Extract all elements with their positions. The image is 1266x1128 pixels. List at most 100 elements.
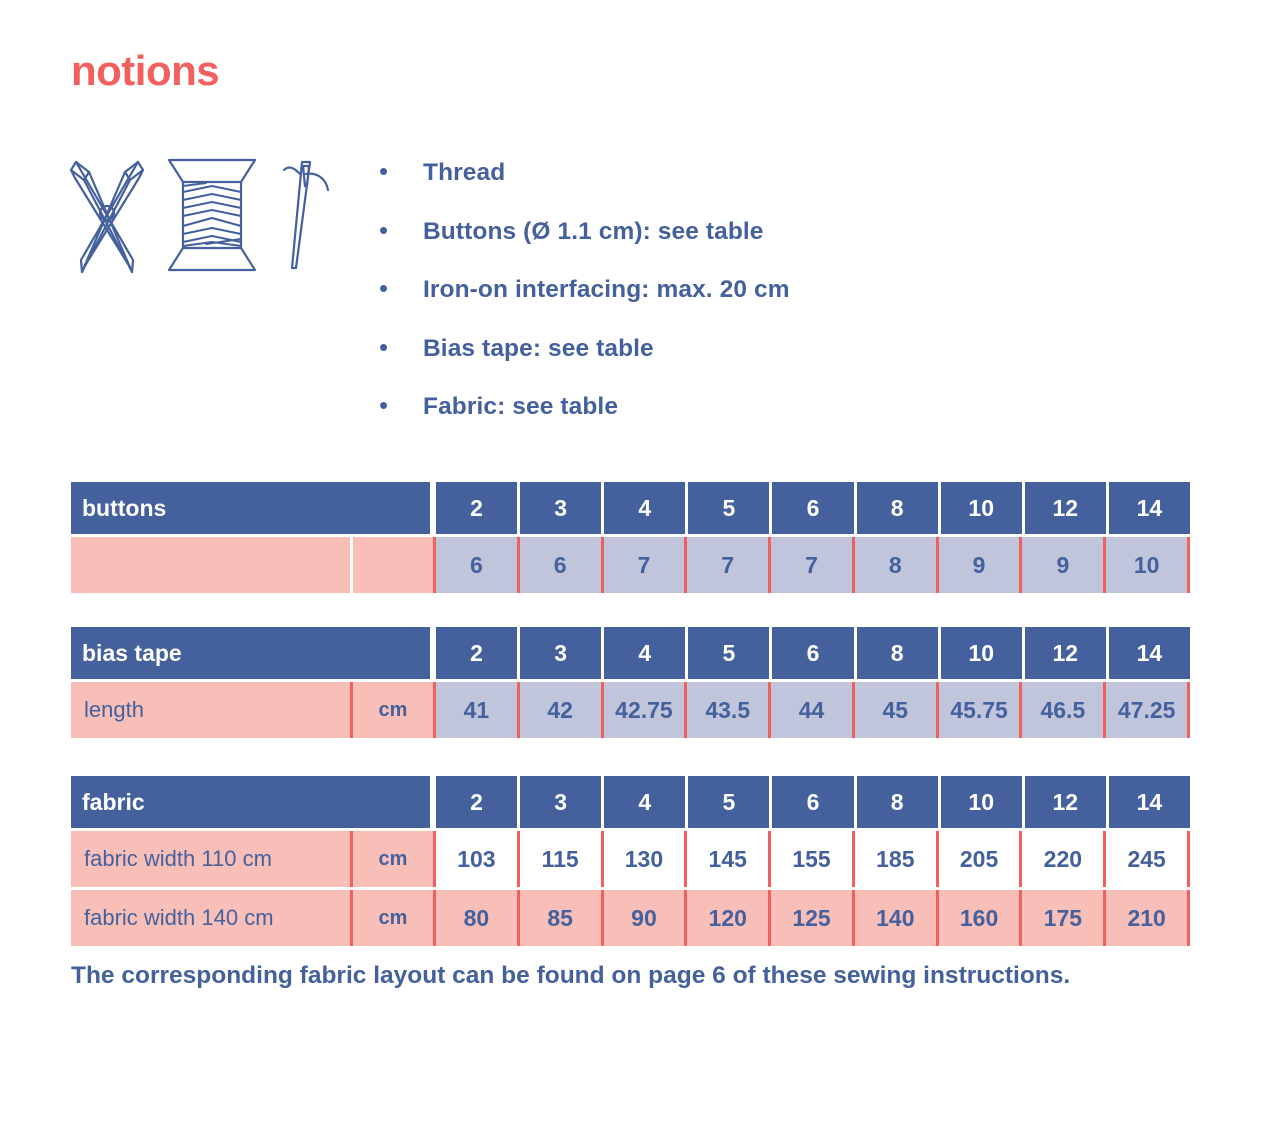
list-item-label: Iron-on interfacing: max. 20 cm: [423, 276, 790, 303]
table-title: bias tape: [71, 627, 433, 679]
row-unit: [350, 537, 433, 593]
size-header: 8: [853, 776, 938, 828]
size-header: 14: [1105, 627, 1190, 679]
list-item-label: Fabric: see table: [423, 393, 619, 420]
fabric-layout-note: The corresponding fabric layout can be f…: [71, 962, 1071, 989]
table-cell: 85: [516, 890, 601, 946]
table-cell: 115: [516, 831, 601, 887]
table-cell: 7: [600, 537, 685, 593]
bullet-icon: •: [379, 156, 389, 186]
size-header: 3: [517, 776, 601, 828]
table-row: 6 6 7 7 7 8 9 9 10: [71, 537, 1191, 593]
size-header: 4: [601, 627, 685, 679]
table-cell: 7: [684, 537, 769, 593]
bullet-icon: •: [379, 214, 389, 245]
size-header: 14: [1105, 482, 1190, 534]
fabric-table: fabric 2 3 4 5 6 8 10 12 14 fabric width…: [71, 776, 1191, 946]
list-item: • Buttons (Ø 1.1 cm): see table: [375, 217, 1195, 276]
table-cell: 175: [1019, 890, 1104, 946]
scissors-icon: [66, 156, 148, 279]
table-cell: 245: [1103, 831, 1191, 887]
table-cell: 80: [433, 890, 517, 946]
list-item: • Thread: [375, 158, 1195, 217]
table-cell: 6: [516, 537, 601, 593]
size-header: 2: [433, 776, 517, 828]
table-cell: 10: [1103, 537, 1191, 593]
table-cell: 6: [433, 537, 517, 593]
size-header: 12: [1021, 627, 1106, 679]
table-cell: 210: [1103, 890, 1191, 946]
table-title: fabric: [71, 776, 433, 828]
size-header: 10: [937, 482, 1022, 534]
size-header: 6: [769, 776, 853, 828]
size-header: 4: [601, 482, 685, 534]
bullet-icon: •: [379, 331, 389, 362]
table-cell: 8: [851, 537, 936, 593]
size-header: 5: [685, 482, 769, 534]
size-header: 8: [853, 482, 938, 534]
table-cell: 185: [851, 831, 936, 887]
size-header: 5: [685, 627, 769, 679]
size-header: 8: [853, 627, 938, 679]
size-header: 2: [433, 482, 517, 534]
table-cell: 90: [600, 890, 685, 946]
table-cell: 42.75: [600, 682, 685, 738]
thread-spool-icon: [166, 156, 258, 279]
list-item-label: Buttons (Ø 1.1 cm): see table: [423, 217, 764, 245]
size-header: 10: [937, 627, 1022, 679]
row-label: length: [71, 682, 350, 738]
size-header: 12: [1021, 776, 1106, 828]
row-unit: cm: [350, 890, 433, 946]
row-divider: [71, 828, 1190, 831]
row-divider: [71, 887, 1190, 890]
list-item: • Iron-on interfacing: max. 20 cm: [375, 275, 1195, 334]
table-cell: 9: [935, 537, 1020, 593]
table-header-row: fabric 2 3 4 5 6 8 10 12 14: [71, 776, 1190, 828]
row-divider: [71, 679, 1190, 682]
list-item: • Fabric: see table: [375, 392, 1195, 451]
needle-and-thread-icon: [276, 156, 332, 279]
table-cell: 125: [768, 890, 852, 946]
table-cell: 43.5: [684, 682, 769, 738]
notions-list: • Thread • Buttons (Ø 1.1 cm): see table…: [375, 158, 1195, 451]
row-label: fabric width 140 cm: [71, 890, 350, 946]
notions-icon-row: [66, 152, 356, 282]
size-header: 3: [517, 482, 601, 534]
table-cell: 160: [935, 890, 1020, 946]
row-unit: cm: [350, 831, 433, 887]
table-cell: 145: [684, 831, 769, 887]
table-cell: 45.75: [935, 682, 1020, 738]
size-header: 10: [937, 776, 1022, 828]
page-title: notions: [71, 47, 220, 94]
row-unit: cm: [350, 682, 433, 738]
table-cell: 220: [1019, 831, 1104, 887]
bullet-icon: •: [379, 273, 389, 303]
table-cell: 47.25: [1103, 682, 1191, 738]
table-header-row: bias tape 2 3 4 5 6 8 10 12 14: [71, 627, 1190, 679]
bias-tape-table: bias tape 2 3 4 5 6 8 10 12 14 length cm…: [71, 627, 1191, 738]
table-header-row: buttons 2 3 4 5 6 8 10 12 14: [71, 482, 1190, 534]
table-cell: 9: [1019, 537, 1104, 593]
size-header: 5: [685, 776, 769, 828]
size-header: 3: [517, 627, 601, 679]
table-cell: 155: [768, 831, 852, 887]
table-row: length cm 41 42 42.75 43.5 44 45 45.75 4…: [71, 682, 1191, 738]
table-cell: 130: [600, 831, 685, 887]
table-cell: 41: [433, 682, 517, 738]
table-row: fabric width 110 cm cm 103 115 130 145 1…: [71, 831, 1191, 887]
table-cell: 140: [851, 890, 936, 946]
table-cell: 42: [516, 682, 601, 738]
bullet-icon: •: [379, 390, 389, 420]
table-cell: 103: [433, 831, 517, 887]
table-title: buttons: [71, 482, 433, 534]
table-cell: 7: [768, 537, 852, 593]
table-cell: 45: [851, 682, 936, 738]
list-item: • Bias tape: see table: [375, 334, 1195, 393]
size-header: 6: [769, 482, 853, 534]
table-cell: 46.5: [1019, 682, 1104, 738]
buttons-table: buttons 2 3 4 5 6 8 10 12 14 6 6 7 7 7 8…: [71, 482, 1191, 593]
size-header: 14: [1105, 776, 1190, 828]
table-cell: 205: [935, 831, 1020, 887]
size-header: 12: [1021, 482, 1106, 534]
